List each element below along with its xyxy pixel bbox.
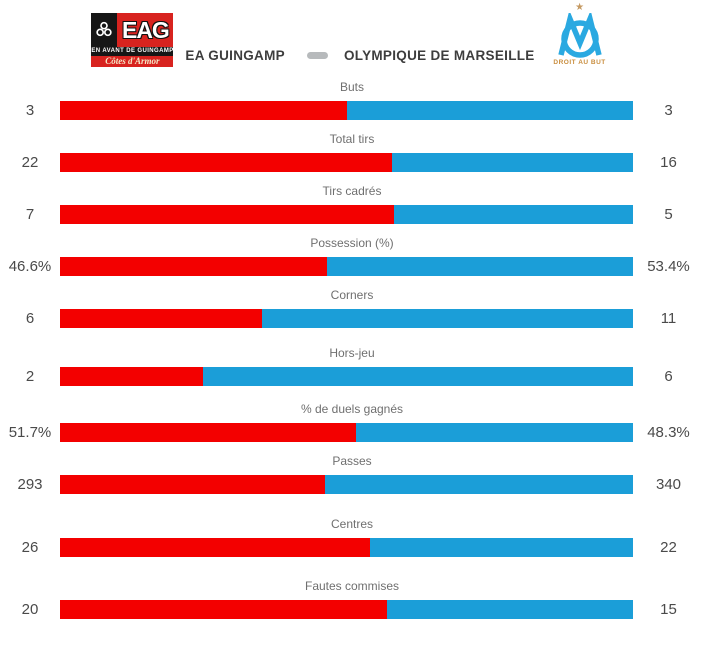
home-bar-segment (60, 101, 347, 120)
stat-bar-line: 7 5 (0, 205, 704, 224)
away-bar-segment (394, 205, 633, 224)
stat-bar (60, 600, 633, 619)
home-bar-segment (60, 367, 204, 386)
stat-label: Buts (339, 80, 364, 94)
away-bar-segment (327, 257, 633, 276)
om-motto-text: DROIT AU BUT (553, 59, 606, 66)
stat-bar (60, 367, 633, 386)
home-bar-segment (60, 475, 326, 494)
om-monogram-icon (557, 13, 602, 58)
stat-label: Fautes commises (304, 579, 400, 593)
away-value: 11 (660, 310, 677, 327)
stat-bar (60, 475, 633, 494)
stat-bar-line: 51.7% 48.3% (0, 423, 704, 442)
stat-bar-line: 22 16 (0, 153, 704, 172)
stat-row-centres: Centres 26 22 (0, 517, 704, 569)
stat-row-possession: Possession (%) 46.6% 53.4% (0, 236, 704, 288)
home-value: 46.6% (8, 258, 52, 275)
away-value: 5 (664, 206, 673, 223)
away-value: 15 (660, 601, 677, 618)
away-bar-segment (325, 475, 633, 494)
away-bar-segment (203, 367, 633, 386)
away-bar-segment (391, 153, 633, 172)
away-value: 340 (655, 476, 682, 493)
away-team-name: OLYMPIQUE DE MARSEILLE (343, 47, 535, 63)
away-bar-segment (370, 538, 633, 557)
stat-bar (60, 423, 633, 442)
away-value: 16 (660, 154, 677, 171)
stat-bar-line: 293 340 (0, 475, 704, 494)
home-bar-segment (60, 538, 371, 557)
vs-separator (306, 51, 328, 59)
stat-row-hors-jeu: Hors-jeu 2 6 (0, 346, 704, 398)
home-value: 51.7% (8, 424, 52, 441)
away-value: 48.3% (647, 424, 690, 441)
away-value: 22 (660, 539, 677, 556)
triskelion-icon (91, 13, 118, 47)
away-value: 3 (664, 102, 673, 119)
stat-bar (60, 101, 633, 120)
stat-row-tirs-cadres: Tirs cadrés 7 5 (0, 184, 704, 236)
stat-bar-line: 26 22 (0, 538, 704, 557)
stat-label: Hors-jeu (329, 346, 375, 360)
away-bar-segment (387, 600, 633, 619)
stat-bar-line: 6 11 (0, 309, 704, 328)
stat-row-passes: Passes 293 340 (0, 454, 704, 506)
stat-label: % de duels gagnés (300, 402, 404, 416)
eag-logo-top: EAG (91, 13, 173, 47)
olympique-marseille-logo: ★ DROIT AU BUT (547, 3, 613, 71)
match-header: EAG EN AVANT DE GUINGAMP Côtes d'Armor E… (0, 0, 704, 80)
stat-row-total-tirs: Total tirs 22 16 (0, 132, 704, 184)
home-value: 22 (21, 154, 39, 171)
stat-label: Passes (332, 454, 372, 468)
stat-bar (60, 257, 633, 276)
home-value: 3 (25, 102, 35, 119)
home-bar-segment (60, 309, 263, 328)
home-value: 26 (21, 539, 39, 556)
stat-row-corners: Corners 6 11 (0, 288, 704, 340)
away-bar-segment (346, 101, 633, 120)
stats-list: Buts 3 3 Total tirs 22 16 (0, 80, 704, 631)
eag-guingamp-logo: EAG EN AVANT DE GUINGAMP Côtes d'Armor (91, 13, 174, 67)
stat-bar-line: 46.6% 53.4% (0, 257, 704, 276)
home-value: 7 (25, 206, 35, 223)
away-value: 6 (664, 368, 673, 385)
eag-logo-band-text: EN AVANT DE GUINGAMP (91, 47, 174, 56)
stat-label: Possession (%) (310, 236, 394, 250)
stat-bar-line: 2 6 (0, 367, 704, 386)
home-bar-segment (60, 257, 328, 276)
home-value: 20 (21, 601, 39, 618)
eag-acronym: EAG (121, 16, 170, 43)
home-bar-segment (60, 205, 395, 224)
home-bar-segment (60, 423, 357, 442)
eag-logo-region-text: Côtes d'Armor (105, 56, 160, 66)
home-bar-segment (60, 600, 388, 619)
stat-bar (60, 538, 633, 557)
home-bar-segment (60, 153, 392, 172)
home-value: 6 (25, 310, 35, 327)
home-value: 293 (17, 476, 43, 493)
stat-row-duels-gagnes: % de duels gagnés 51.7% 48.3% (0, 402, 704, 454)
away-value: 53.4% (647, 258, 690, 275)
home-team-name: EA GUINGAMP (185, 47, 285, 63)
away-bar-segment (262, 309, 633, 328)
star-icon: ★ (575, 2, 585, 13)
stat-bar-line: 3 3 (0, 101, 704, 120)
stat-bar (60, 205, 633, 224)
stat-label: Corners (330, 288, 374, 302)
stat-row-buts: Buts 3 3 (0, 80, 704, 132)
stat-bar (60, 153, 633, 172)
stat-bar (60, 309, 633, 328)
home-value: 2 (25, 368, 35, 385)
stat-label: Tirs cadrés (322, 184, 382, 198)
stat-bar-line: 20 15 (0, 600, 704, 619)
stat-label: Centres (330, 517, 374, 531)
away-bar-segment (356, 423, 633, 442)
stat-label: Total tirs (329, 132, 375, 146)
stat-row-fautes: Fautes commises 20 15 (0, 579, 704, 631)
